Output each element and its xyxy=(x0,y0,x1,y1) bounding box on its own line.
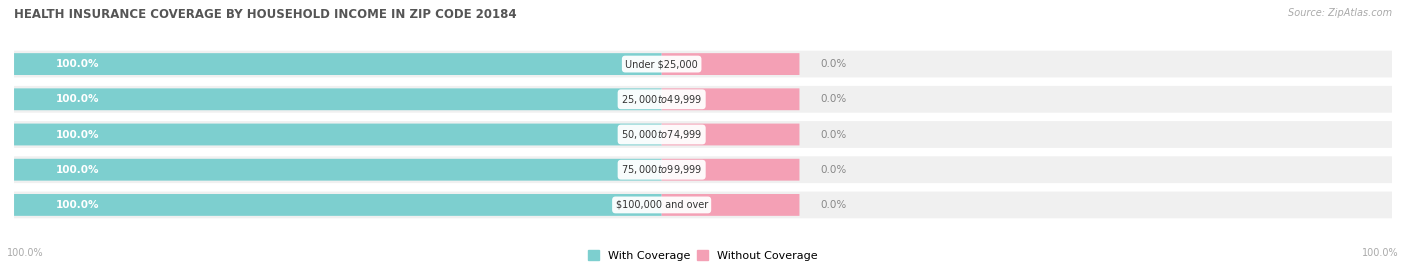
Text: 100.0%: 100.0% xyxy=(55,129,98,140)
Text: 100.0%: 100.0% xyxy=(55,59,98,69)
FancyBboxPatch shape xyxy=(14,53,662,75)
FancyBboxPatch shape xyxy=(14,123,662,146)
Text: $25,000 to $49,999: $25,000 to $49,999 xyxy=(621,93,702,106)
Text: $75,000 to $99,999: $75,000 to $99,999 xyxy=(621,163,702,176)
FancyBboxPatch shape xyxy=(662,53,800,75)
FancyBboxPatch shape xyxy=(662,89,800,110)
Text: HEALTH INSURANCE COVERAGE BY HOUSEHOLD INCOME IN ZIP CODE 20184: HEALTH INSURANCE COVERAGE BY HOUSEHOLD I… xyxy=(14,8,516,21)
Text: Source: ZipAtlas.com: Source: ZipAtlas.com xyxy=(1288,8,1392,18)
Text: 100.0%: 100.0% xyxy=(55,165,98,175)
Text: Under $25,000: Under $25,000 xyxy=(626,59,697,69)
FancyBboxPatch shape xyxy=(14,89,662,110)
Text: 100.0%: 100.0% xyxy=(55,94,98,104)
FancyBboxPatch shape xyxy=(662,123,800,146)
FancyBboxPatch shape xyxy=(14,86,1392,113)
FancyBboxPatch shape xyxy=(662,194,800,216)
Text: $100,000 and over: $100,000 and over xyxy=(616,200,707,210)
FancyBboxPatch shape xyxy=(14,192,1392,218)
Text: 100.0%: 100.0% xyxy=(55,200,98,210)
FancyBboxPatch shape xyxy=(14,51,1392,77)
Text: 100.0%: 100.0% xyxy=(7,248,44,258)
Text: 0.0%: 0.0% xyxy=(820,94,846,104)
Text: 0.0%: 0.0% xyxy=(820,165,846,175)
FancyBboxPatch shape xyxy=(14,156,1392,183)
FancyBboxPatch shape xyxy=(662,159,800,180)
Text: 0.0%: 0.0% xyxy=(820,129,846,140)
Text: 100.0%: 100.0% xyxy=(1362,248,1399,258)
Text: $50,000 to $74,999: $50,000 to $74,999 xyxy=(621,128,702,141)
FancyBboxPatch shape xyxy=(14,121,1392,148)
Text: 0.0%: 0.0% xyxy=(820,200,846,210)
FancyBboxPatch shape xyxy=(14,159,662,180)
Legend: With Coverage, Without Coverage: With Coverage, Without Coverage xyxy=(588,250,818,261)
FancyBboxPatch shape xyxy=(14,194,662,216)
Text: 0.0%: 0.0% xyxy=(820,59,846,69)
